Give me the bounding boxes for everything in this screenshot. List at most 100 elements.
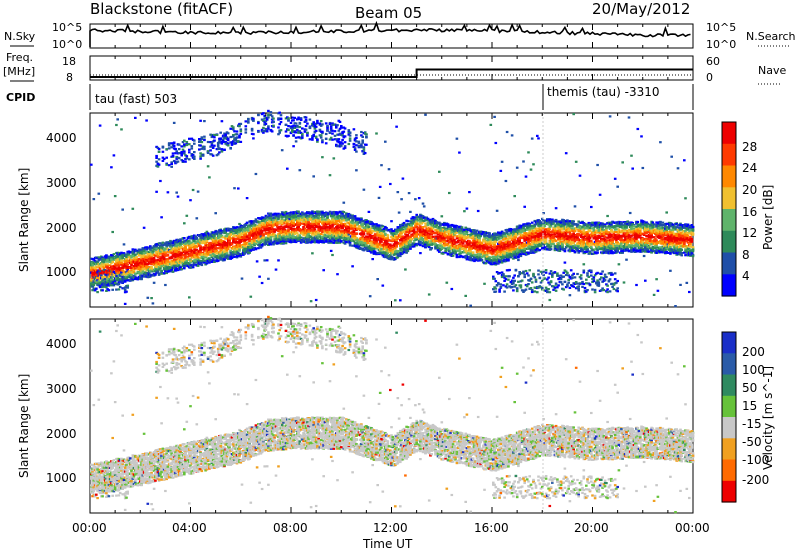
- power-cell-1629: [184, 243, 187, 246]
- power-cell-128: [96, 271, 99, 274]
- power-cell-4883: [365, 143, 368, 146]
- power-cell-4101: [321, 229, 324, 232]
- power-cell-4466: [341, 142, 344, 145]
- power-cell-778: [134, 253, 137, 256]
- power-cell-1854: [196, 240, 200, 243]
- power-cell-762: [132, 269, 136, 272]
- power-cell-4596: [348, 137, 352, 140]
- power-cell-3123: [267, 125, 270, 128]
- power-cell-4834: [362, 148, 366, 151]
- power-cell-615: [122, 243, 126, 246]
- power-cell-1469: [175, 249, 178, 252]
- power-cell-368: [110, 282, 113, 285]
- power-cell-1087: [154, 254, 157, 257]
- noise-right-label: N.Search: [746, 30, 796, 43]
- power-cell-1804: [193, 157, 196, 160]
- power-cell-676: [126, 272, 129, 275]
- power-cell-1370: [170, 269, 173, 272]
- power-cell-749: [131, 254, 135, 258]
- power-cell-795: [135, 256, 138, 259]
- power-cell-2177: [214, 246, 217, 249]
- date-title: 20/May/2012: [592, 0, 690, 18]
- noise-tick-left-bottom: 10^0: [52, 38, 82, 51]
- power-cell-3311: [278, 123, 281, 126]
- power-cell-2189: [215, 249, 219, 252]
- power-cell-102: [95, 287, 98, 290]
- power-cell-63: [92, 198, 96, 201]
- power-cell-642: [123, 288, 127, 291]
- power-cell-1375: [170, 161, 173, 164]
- power-cell-3309: [278, 131, 281, 134]
- power-cell-1927: [200, 136, 204, 139]
- power-cell-4192: [326, 127, 329, 130]
- power-cell-1594: [181, 159, 185, 163]
- power-cell-2380: [225, 252, 229, 255]
- power-cell-1427: [172, 142, 176, 145]
- power-cell-2010: [205, 241, 209, 244]
- power-cell-3832: [306, 131, 309, 134]
- power-cell-583: [121, 255, 124, 258]
- power-cell-1948: [201, 257, 205, 260]
- power-cell-3691: [298, 169, 302, 172]
- power-cell-2245: [218, 147, 221, 150]
- power-cell-4793: [360, 143, 363, 146]
- power-panel: Slant Range [km] 1000 2000 3000 4000 Pow…: [17, 109, 775, 308]
- power-cell-1784: [193, 254, 196, 257]
- power-cell-4927: [367, 210, 371, 213]
- power-cell-1709: [188, 151, 191, 154]
- power-cell-1558: [180, 268, 183, 271]
- power-cell-1473: [175, 150, 178, 153]
- power-cell-168: [98, 268, 102, 271]
- power-cell-1: [90, 269, 93, 272]
- power-cell-2463: [229, 127, 232, 130]
- power-cell-1078: [152, 256, 156, 260]
- power-cell-4111: [321, 156, 324, 159]
- power-cell-1132: [156, 254, 160, 257]
- power-cell-1230: [161, 159, 165, 162]
- power-cell-1571: [180, 145, 183, 148]
- power-cell-285: [105, 273, 108, 276]
- power-cell-1503: [176, 195, 180, 198]
- power-cell-4856: [363, 152, 367, 155]
- power-cell-2638: [238, 125, 241, 128]
- power-cell-4169: [324, 132, 328, 136]
- power-cell-1071: [152, 245, 156, 248]
- noise-tick-right-top: 10^5: [706, 21, 736, 34]
- power-cell-2222: [216, 153, 220, 156]
- power-cell-4319: [333, 134, 337, 137]
- power-cell-377: [110, 254, 113, 257]
- power-cell-1882: [198, 148, 201, 151]
- power-cell-3215: [272, 124, 275, 127]
- power-cell-4465: [341, 138, 344, 142]
- power-cell-641: [123, 302, 127, 305]
- power-cell-1400: [171, 152, 175, 155]
- power-cell-542: [118, 285, 122, 289]
- power-cell-1492: [176, 257, 180, 260]
- power-cell-4108: [321, 141, 324, 144]
- power-cell-393: [111, 268, 114, 271]
- power-cell-1283: [165, 271, 168, 275]
- power-cell-740: [131, 271, 135, 274]
- power-cell-3247: [274, 268, 278, 271]
- power-cell-4443: [340, 144, 343, 147]
- power-cell-1552: [179, 244, 182, 247]
- power-cell-1821: [194, 259, 197, 262]
- power-cell-1728: [189, 254, 192, 257]
- power-cell-4493: [343, 222, 347, 225]
- power-cell-2102: [210, 153, 214, 156]
- power-cell-163: [98, 267, 102, 270]
- power-cell-339: [108, 264, 112, 267]
- power-cell-1550: [179, 238, 182, 241]
- power-cell-2632: [238, 248, 241, 251]
- power-cell-2212: [216, 247, 220, 250]
- power-cell-1977: [203, 148, 206, 151]
- power-cell-2661: [239, 130, 243, 133]
- power-cell-1294: [165, 163, 168, 166]
- power-cell-3338: [279, 129, 283, 132]
- power-cell-3235: [274, 228, 278, 231]
- power-cell-470: [115, 270, 118, 273]
- power-cell-1529: [177, 143, 181, 146]
- power-cell-385: [110, 270, 113, 273]
- power-cell-1060: [151, 250, 155, 253]
